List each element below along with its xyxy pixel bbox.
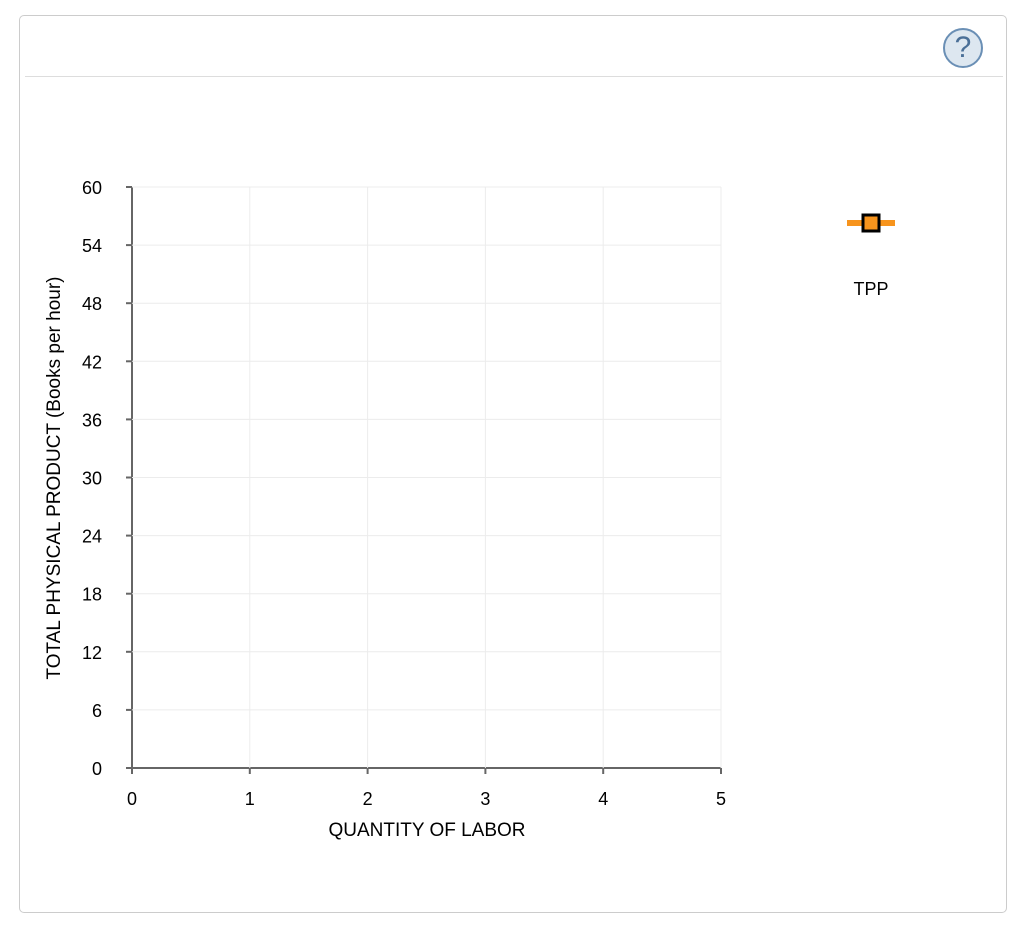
y-tick-label: 48 — [82, 294, 102, 314]
x-tick-label: 2 — [363, 789, 373, 809]
y-tick-label: 24 — [82, 527, 102, 547]
legend-marker — [861, 213, 881, 233]
y-tick-label: 36 — [82, 410, 102, 430]
y-tick-label: 60 — [82, 178, 102, 198]
legend-tpp[interactable]: TPP — [847, 213, 895, 299]
x-tick-label: 1 — [245, 789, 255, 809]
y-tick-label: 6 — [92, 701, 102, 721]
x-tick-label: 4 — [598, 789, 608, 809]
header-divider — [25, 76, 1003, 77]
y-tick-label: 12 — [82, 643, 102, 663]
help-button[interactable]: ? — [943, 28, 983, 68]
x-tick-label: 5 — [716, 789, 726, 809]
y-axis-label: TOTAL PHYSICAL PRODUCT (Books per hour) — [44, 277, 65, 680]
y-tick-label: 54 — [82, 236, 102, 256]
legend-label: TPP — [853, 279, 888, 299]
graph-panel — [19, 15, 1007, 913]
x-axis-label: QUANTITY OF LABOR — [328, 820, 525, 841]
x-tick-label: 3 — [480, 789, 490, 809]
x-tick-label: 0 — [127, 789, 137, 809]
y-tick-label: 18 — [82, 585, 102, 605]
y-tick-label: 42 — [82, 352, 102, 372]
y-tick-label: 30 — [82, 469, 102, 489]
y-tick-label: 0 — [92, 759, 102, 779]
